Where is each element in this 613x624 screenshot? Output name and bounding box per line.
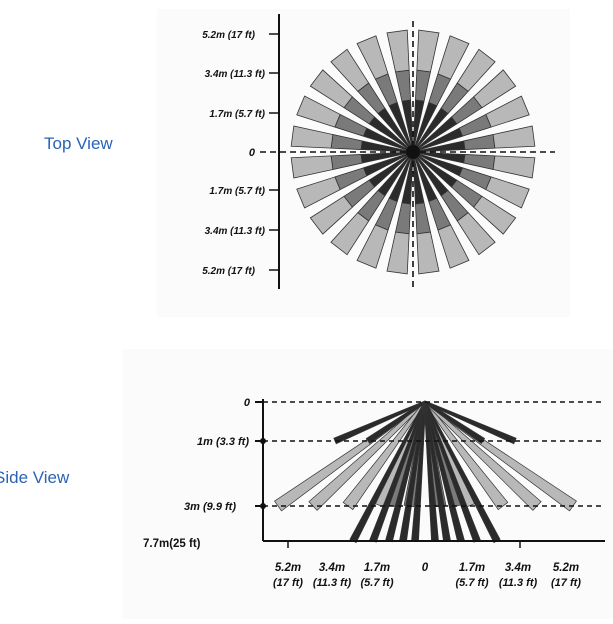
side-x-tick-value: 1.7m xyxy=(459,562,485,574)
beam-middle xyxy=(463,154,496,170)
beam-outer xyxy=(296,176,341,209)
beam-middle xyxy=(395,202,411,235)
beam-middle xyxy=(330,134,363,150)
beam-outer xyxy=(309,195,353,235)
side-tick-label: 7.7m(25 ft) xyxy=(143,538,201,550)
top-view-label: Top View xyxy=(44,134,113,153)
beam-outer xyxy=(290,125,334,149)
side-view-svg: 0 1m (3.3 ft) 3m (9.9 ft) 7.7m(25 ft) 5.… xyxy=(143,397,605,589)
side-x-tick-unit: (11.3 ft) xyxy=(499,577,538,589)
beam-middle xyxy=(415,202,431,235)
side-x-tick-unit: (11.3 ft) xyxy=(313,577,352,589)
beam-outer xyxy=(356,224,389,269)
beam-outer xyxy=(290,155,334,179)
top-tick-label: 5.2m (17 ft) xyxy=(202,266,255,277)
side-x-tick-unit: (5.7 ft) xyxy=(456,577,489,589)
sensor-origin-dot xyxy=(406,145,420,159)
beam-outer xyxy=(356,35,389,80)
beam-outer xyxy=(386,29,410,73)
side-tick-label: 1m (3.3 ft) xyxy=(197,436,249,448)
beam-outer xyxy=(330,212,370,256)
top-tick-label: 1.7m (5.7 ft) xyxy=(209,186,265,197)
side-view-beams xyxy=(274,400,577,544)
beam-outer xyxy=(437,35,470,80)
side-x-tick-value: 5.2m xyxy=(553,562,579,574)
side-view-label: Side View xyxy=(0,468,70,487)
side-tick-label: 0 xyxy=(244,397,251,409)
beam-outer xyxy=(416,29,440,73)
beam-middle xyxy=(330,154,363,170)
side-x-tick-value: 3.4m xyxy=(319,562,345,574)
beam-middle xyxy=(463,134,496,150)
side-x-tick-unit: (17 ft) xyxy=(551,577,581,589)
side-x-tick-value: 3.4m xyxy=(505,562,531,574)
beam-outer xyxy=(473,69,517,109)
top-tick-label: 1.7m (5.7 ft) xyxy=(209,109,265,120)
beam-outer xyxy=(473,195,517,235)
beam-middle xyxy=(415,69,431,102)
side-x-tick-value: 0 xyxy=(422,562,429,574)
beam-outer xyxy=(309,69,353,109)
side-x-tick-value: 5.2m xyxy=(275,562,301,574)
top-view-diagram: 5.2m (17 ft) 3.4m (11.3 ft) 1.7m (5.7 ft… xyxy=(157,9,570,317)
beam-outer xyxy=(296,95,341,128)
beam-outer xyxy=(456,48,496,92)
beam-outer xyxy=(492,125,536,149)
side-view-x-ticks: 5.2m (17 ft) 3.4m (11.3 ft) 1.7m (5.7 ft) 0 1.7… xyxy=(273,562,581,589)
side-x-tick-value: 1.7m xyxy=(364,562,390,574)
beam-outer xyxy=(485,176,530,209)
top-tick-label: 3.4m (11.3 ft) xyxy=(205,226,266,237)
beam-outer xyxy=(330,48,370,92)
top-view-svg: 5.2m (17 ft) 3.4m (11.3 ft) 1.7m (5.7 ft… xyxy=(202,14,555,289)
side-x-tick-unit: (5.7 ft) xyxy=(361,577,394,589)
side-view-diagram: 0 1m (3.3 ft) 3m (9.9 ft) 7.7m(25 ft) 5.… xyxy=(123,349,613,619)
side-x-tick-unit: (17 ft) xyxy=(273,577,303,589)
side-tick-label: 3m (9.9 ft) xyxy=(184,501,236,513)
beam-outer xyxy=(485,95,530,128)
beam-outer xyxy=(386,231,410,275)
top-tick-label: 5.2m (17 ft) xyxy=(202,30,255,41)
top-tick-label: 3.4m (11.3 ft) xyxy=(205,69,266,80)
beam-middle xyxy=(395,69,411,102)
top-origin-label: 0 xyxy=(249,147,256,159)
beam-outer xyxy=(456,212,496,256)
beam-outer xyxy=(416,231,440,275)
top-view-beams xyxy=(290,29,536,275)
beam-outer xyxy=(437,224,470,269)
beam-outer xyxy=(492,155,536,179)
